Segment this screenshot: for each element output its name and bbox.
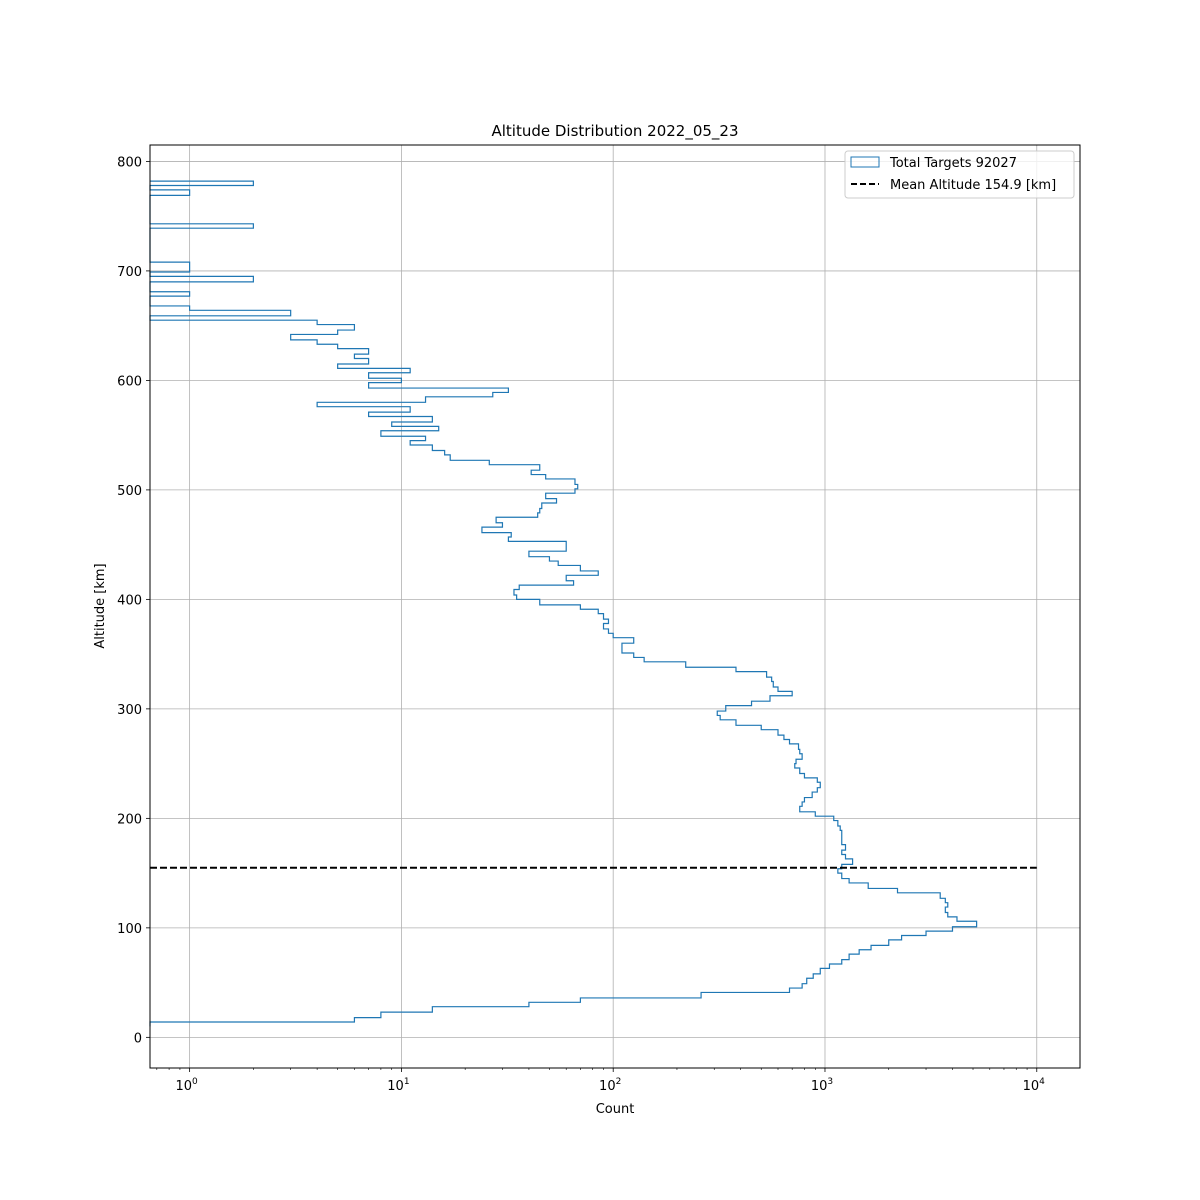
grid-lines [150,145,1080,1068]
histogram-step-outline [149,180,978,1027]
x-tick-label: 101 [387,1077,409,1094]
y-tick-label: 500 [117,484,142,499]
y-tick-label: 200 [117,812,142,827]
y-tick-label: 400 [117,593,142,608]
chart-title: Altitude Distribution 2022_05_23 [491,122,738,141]
y-axis-label: Altitude [km] [93,563,108,648]
x-axis-ticks: 100 101 102 103 104 [156,1068,1046,1094]
histogram-series [149,180,978,1027]
y-tick-label: 0 [134,1031,142,1046]
y-tick-label: 700 [117,265,142,280]
legend-box [844,150,1075,199]
x-axis-label: Count [596,1102,635,1117]
x-tick-label: 104 [1023,1077,1046,1094]
legend-label-total-targets: Total Targets 92027 [889,156,1017,171]
plot-area-frame [149,144,1081,1069]
y-axis-ticks: 0 100 200 300 400 500 600 700 800 [117,155,150,1046]
x-tick-label: 100 [175,1077,198,1094]
legend-histogram-swatch [850,156,880,168]
legend-label-mean-altitude: Mean Altitude 154.9 [km] [890,178,1056,193]
y-tick-label: 100 [117,922,142,937]
x-tick-label: 103 [811,1077,833,1094]
x-tick-label: 102 [599,1077,621,1094]
y-tick-label: 800 [117,155,142,170]
y-tick-label: 600 [117,374,142,389]
legend: Total Targets 92027 Mean Altitude 154.9 … [844,150,1075,199]
y-tick-label: 300 [117,703,142,718]
